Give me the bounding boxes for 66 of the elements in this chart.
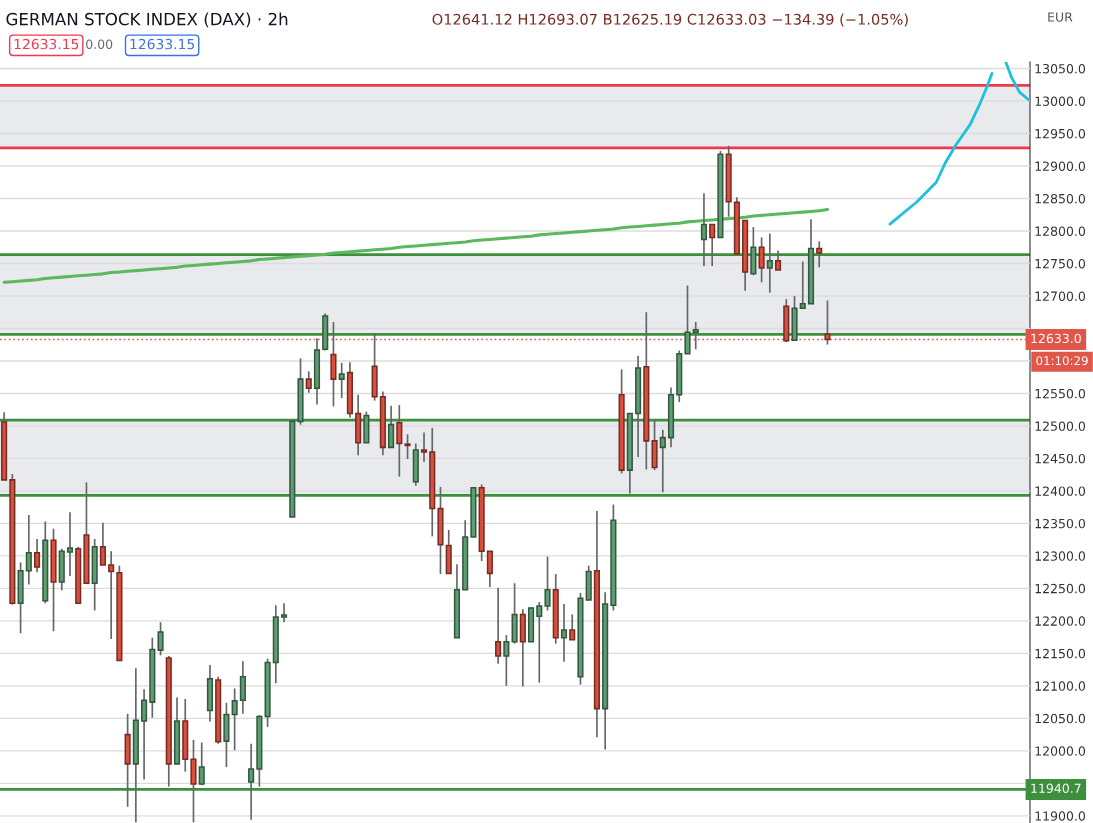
chart-title: GERMAN STOCK INDEX (DAX) · 2h bbox=[6, 12, 288, 28]
candlestick bbox=[99, 521, 106, 566]
y-tick-label: 12200.0 bbox=[1035, 616, 1086, 626]
candlestick bbox=[108, 550, 115, 640]
y-tick-label: 12050.0 bbox=[1035, 713, 1086, 724]
y-tick-label: 12850.0 bbox=[1035, 193, 1086, 204]
candlestick bbox=[569, 613, 576, 641]
y-tick-label: 12150.0 bbox=[1035, 648, 1086, 659]
y-tick-label: 12750.0 bbox=[1035, 258, 1086, 269]
text: 01:10:29 bbox=[1036, 356, 1088, 366]
candlestick bbox=[305, 370, 312, 394]
candlestick bbox=[766, 232, 773, 294]
candlestick bbox=[25, 514, 32, 586]
y-tick-label: 12250.0 bbox=[1035, 583, 1086, 594]
y-tick-label: 12000.0 bbox=[1035, 746, 1086, 756]
line-series bbox=[2, 207, 829, 284]
candlestick bbox=[198, 741, 205, 787]
candlestick bbox=[684, 284, 691, 355]
candlestick bbox=[280, 602, 288, 624]
ref-line-label: 12633.0 bbox=[1031, 333, 1081, 344]
candlestick bbox=[709, 223, 716, 267]
candlestick bbox=[503, 634, 510, 687]
candlestick bbox=[420, 431, 428, 463]
candlestick bbox=[692, 321, 699, 351]
chart-subtitle: O12641.12 H12693.07 B12625.19 C12633.03 −134.39 (−1.05%) bbox=[432, 13, 908, 27]
text: EUR bbox=[1048, 12, 1073, 22]
candlestick bbox=[659, 428, 666, 494]
text: 0.00 bbox=[86, 39, 113, 49]
candlestick bbox=[338, 362, 345, 399]
y-tick-label: 12400.0 bbox=[1035, 486, 1086, 496]
candlestick bbox=[388, 404, 395, 449]
candlestick bbox=[486, 550, 493, 588]
y-tick-label: 13000.0 bbox=[1035, 96, 1086, 106]
candlestick bbox=[157, 621, 164, 657]
candlestick bbox=[536, 601, 543, 684]
y-tick-label: 12900.0 bbox=[1035, 161, 1086, 171]
candlestick bbox=[758, 236, 765, 284]
y-tick-label: 12950.0 bbox=[1035, 128, 1086, 139]
y-tick-label: 12550.0 bbox=[1035, 388, 1086, 399]
candlestick bbox=[248, 742, 255, 821]
candlestick bbox=[141, 688, 148, 781]
y-tick-label: 13050.0 bbox=[1035, 63, 1086, 74]
candlestick bbox=[66, 511, 74, 577]
candlestick bbox=[396, 404, 403, 478]
y-tick-label: 12100.0 bbox=[1035, 681, 1086, 691]
candlestick bbox=[560, 603, 568, 663]
candlestick bbox=[404, 433, 411, 460]
y-tick-label: 12450.0 bbox=[1035, 453, 1086, 464]
ref-line-label: 11940.7 bbox=[1031, 783, 1081, 794]
y-tick-label: 11900.0 bbox=[1035, 811, 1086, 821]
candlestick bbox=[33, 538, 41, 573]
y-tick-label: 12350.0 bbox=[1035, 518, 1086, 529]
candlestick bbox=[544, 555, 551, 612]
candlestick bbox=[700, 192, 708, 267]
candlestick bbox=[495, 586, 502, 665]
y-tick-label: 12500.0 bbox=[1035, 421, 1086, 431]
text: 12633.15 bbox=[130, 38, 195, 50]
candlestick bbox=[239, 660, 246, 715]
candlestick bbox=[774, 249, 782, 271]
candlestick bbox=[799, 260, 806, 310]
text: 12633.15 bbox=[14, 38, 79, 50]
y-tick-label: 12800.0 bbox=[1035, 226, 1086, 236]
candlestick bbox=[816, 240, 823, 269]
candlestick bbox=[231, 687, 238, 752]
y-tick-label: 12700.0 bbox=[1035, 291, 1086, 301]
y-tick-label: 12300.0 bbox=[1035, 551, 1086, 561]
